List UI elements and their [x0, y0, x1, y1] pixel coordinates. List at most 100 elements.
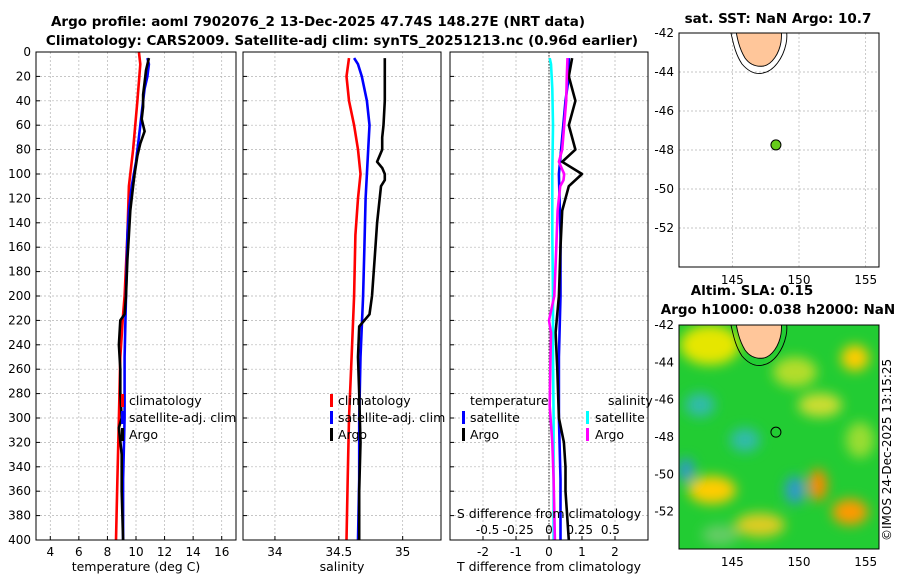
y-tick-label: 40	[16, 94, 31, 108]
map-sla-field	[679, 325, 879, 549]
lat-tick-label: -48	[654, 143, 674, 157]
y-tick-label: 140	[8, 216, 31, 230]
map-sst-xticks: 145 150 155	[721, 273, 877, 287]
tasmania-land	[735, 33, 782, 67]
x-tick-label: 35	[395, 545, 410, 559]
temperature-xlabel: temperature (deg C)	[72, 559, 201, 574]
tasmania-shelf	[730, 33, 788, 74]
sla-anomaly	[846, 422, 874, 458]
y-tick-label: 180	[8, 265, 31, 279]
difference-legend: temperature salinity satellite Argo sate…	[462, 393, 653, 442]
x-tick-label: 10	[128, 545, 143, 559]
sla-anomaly	[773, 357, 817, 387]
legend-t-satellite-label: satellite	[470, 410, 520, 425]
map-sst-title: sat. SST: NaN Argo: 10.7	[685, 11, 872, 27]
temperature-panel: 0 20 40 60 80 100 120 140 160 180 200 220 240 260 280 3…	[8, 45, 237, 574]
x-tick-label: -2	[477, 545, 489, 559]
map-sst-yticks: -42 -44 -46 -48 -50 -52	[654, 26, 674, 235]
x-tick-label: 6	[75, 545, 83, 559]
series-argo	[356, 58, 387, 540]
x-tick-label: 8	[104, 545, 112, 559]
legend-climatology-swatch	[121, 394, 124, 407]
temperature-legend: climatology satellite-adj. clim Argo	[121, 393, 236, 442]
y-tick-label: 160	[8, 240, 31, 254]
legend-salinity-title: salinity	[608, 393, 653, 408]
lat-tick-label: -52	[654, 505, 674, 519]
temperature-xticks: 4 6 8 10 12 14 16	[36, 51, 229, 559]
lat-tick-label: -46	[654, 393, 674, 407]
y-tick-label: 340	[8, 460, 31, 474]
y-tick-label: 220	[8, 313, 31, 327]
sla-anomaly	[679, 458, 694, 482]
lat-tick-label: -46	[654, 104, 674, 118]
legend-satellite-swatch	[330, 411, 333, 424]
x-tick-label: 4	[46, 545, 54, 559]
y-tick-label: 260	[8, 362, 31, 376]
salinity-xlabel: salinity	[320, 559, 365, 574]
argo-float-marker	[770, 426, 782, 438]
map-sst-land	[730, 33, 788, 74]
legend-argo-label: Argo	[338, 427, 367, 442]
sla-anomaly	[685, 393, 715, 417]
map-sst-panel: -42 -44 -46 -48 -50 -52 145 150 155	[654, 26, 880, 287]
legend-t-argo-swatch	[462, 428, 465, 441]
sla-anomaly	[688, 476, 736, 504]
sla-anomaly	[841, 345, 869, 371]
x-tick-label: 2	[611, 545, 619, 559]
map-sla-xticks: 145 150 155	[721, 555, 877, 569]
legend-satellite-label: satellite-adj. clim	[338, 410, 445, 425]
salinity-legend: climatology satellite-adj. clim Argo	[330, 393, 445, 442]
lon-tick-label: 150	[788, 273, 811, 287]
y-tick-label: 360	[8, 484, 31, 498]
legend-satellite-swatch	[121, 411, 124, 424]
map-sst-frame	[678, 32, 880, 268]
y-tick-label: 200	[8, 289, 31, 303]
x2-tick-label: -0.25	[503, 523, 534, 537]
map-sla-title-line2: Argo h1000: 0.038 h2000: NaN	[661, 302, 895, 318]
lat-tick-label: -50	[654, 182, 674, 196]
legend-climatology-label: climatology	[129, 393, 202, 408]
sla-anomaly	[680, 325, 740, 365]
y-tick-label: 60	[16, 118, 31, 132]
difference-xlabel: T difference from climatology	[456, 559, 642, 574]
legend-s-satellite-label: satellite	[595, 410, 645, 425]
lat-tick-label: -44	[654, 65, 674, 79]
series-satellite-adj-clim	[121, 57, 151, 540]
series-t-argo	[554, 57, 584, 541]
x-tick-label: 12	[157, 545, 172, 559]
title-line2: Climatology: CARS2009. Satellite-adj cli…	[46, 33, 638, 49]
lon-tick-label: 145	[721, 555, 744, 569]
map-sla-title-line1: Altim. SLA: 0.15	[691, 283, 813, 299]
salinity-grid	[243, 52, 441, 540]
x2-tick-label: 0.5	[601, 523, 620, 537]
series-climatology	[345, 57, 362, 541]
y-tick-label: 0	[23, 45, 31, 59]
x-tick-label: 14	[186, 545, 201, 559]
salinity-panel: 34 34.5 35 salinity climatology satellite-…	[242, 51, 445, 574]
series-s-satellite	[548, 57, 555, 540]
difference-x2ticks: -0.5 -0.25 0 0.25 0.5	[476, 523, 620, 537]
title-line1: Argo profile: aoml 7902076_2 13-Dec-2025…	[51, 14, 585, 30]
lon-tick-label: 150	[788, 555, 811, 569]
tasmania-land	[735, 325, 782, 359]
legend-s-satellite-swatch	[586, 411, 589, 424]
sla-anomaly	[809, 469, 827, 501]
x-tick-label: 34	[267, 545, 282, 559]
sla-anomaly	[735, 513, 785, 537]
difference-panel: -2 -1 0 1 2 -0.5 -0.25 0 0.25 0.5 S difference f…	[449, 51, 653, 574]
y-tick-label: 380	[8, 509, 31, 523]
lat-tick-label: -42	[654, 318, 674, 332]
x2-tick-label: 0.25	[566, 523, 593, 537]
lon-tick-label: 145	[721, 273, 744, 287]
salinity-lines	[345, 57, 387, 541]
y-tick-label: 100	[8, 167, 31, 181]
y-tick-label: 400	[8, 533, 31, 547]
map-sla-yticks: -42 -44 -46 -48 -50 -52	[654, 318, 674, 519]
legend-argo-label: Argo	[129, 427, 158, 442]
map-sla-frame	[678, 324, 880, 550]
series-s-argo	[547, 58, 569, 541]
y-tick-label: 120	[8, 191, 31, 205]
legend-climatology-label: climatology	[338, 393, 411, 408]
lat-tick-label: -52	[654, 221, 674, 235]
